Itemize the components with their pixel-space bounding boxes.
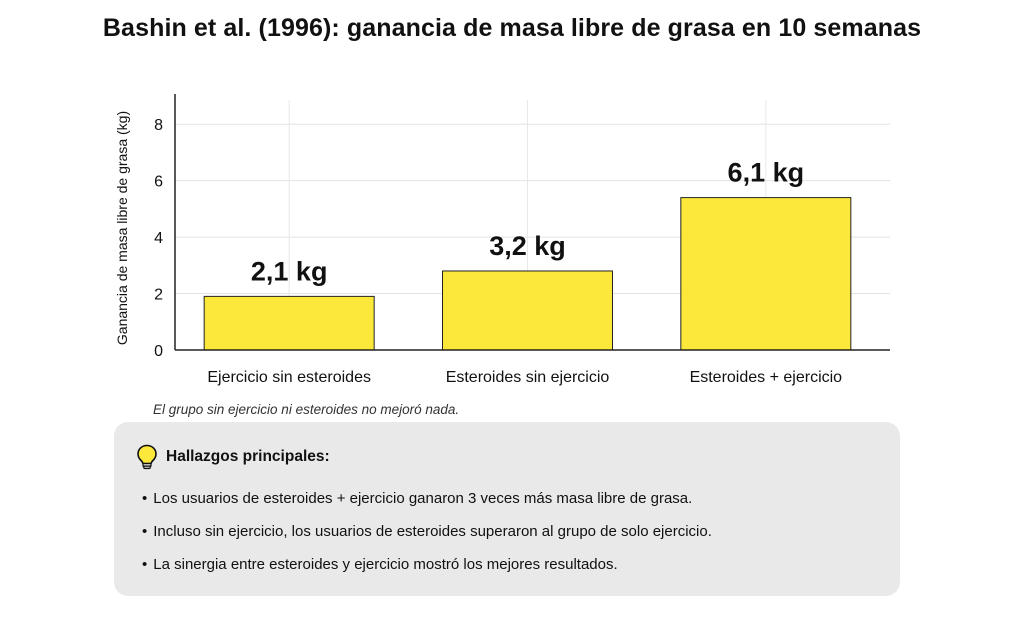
findings-heading-row: Hallazgos principales:: [136, 444, 330, 470]
data-label: 3,2 kg: [489, 231, 566, 261]
y-axis-label: Ganancia de masa libre de grasa (kg): [114, 111, 130, 345]
finding-item: Incluso sin ejercicio, los usuarios de e…: [142, 515, 712, 548]
x-axis-ticks: Ejercicio sin esteroides Esteroides sin e…: [207, 369, 842, 386]
bar-1: [203, 295, 375, 351]
data-labels: 2,1 kg 3,2 kg 6,1 kg: [251, 158, 804, 287]
bar-3: [680, 197, 852, 351]
y-axis-ticks: 0 2 4 6 8: [154, 117, 163, 360]
findings-list: Los usuarios de esteroides + ejercicio g…: [142, 482, 712, 581]
data-label: 6,1 kg: [728, 158, 805, 188]
x-tick-label: Esteroides sin ejercicio: [446, 369, 610, 386]
chart-title: Bashin et al. (1996): ganancia de masa l…: [102, 14, 922, 42]
y-tick-label: 4: [154, 230, 163, 247]
x-tick-label: Ejercicio sin esteroides: [207, 369, 371, 386]
y-tick-label: 2: [154, 287, 163, 304]
bar-2: [442, 270, 613, 351]
y-tick-label: 6: [154, 174, 163, 191]
findings-heading: Hallazgos principales:: [166, 448, 330, 465]
findings-panel: Hallazgos principales: Los usuarios de e…: [114, 422, 900, 596]
x-tick-label: Esteroides + ejercicio: [690, 369, 843, 386]
y-tick-label: 0: [154, 343, 163, 360]
finding-item: La sinergia entre esteroides y ejercicio…: [142, 548, 712, 581]
chart-note: El grupo sin ejercicio ni esteroides no …: [153, 402, 460, 417]
finding-item: Los usuarios de esteroides + ejercicio g…: [142, 482, 712, 515]
data-label: 2,1 kg: [251, 256, 328, 286]
lightbulb-icon: [137, 444, 157, 470]
bar-chart: 0 2 4 6 8 2,1 kg 3,2 kg 6,1 kg Ejercicio sin e…: [114, 94, 890, 386]
y-tick-label: 8: [154, 117, 163, 134]
